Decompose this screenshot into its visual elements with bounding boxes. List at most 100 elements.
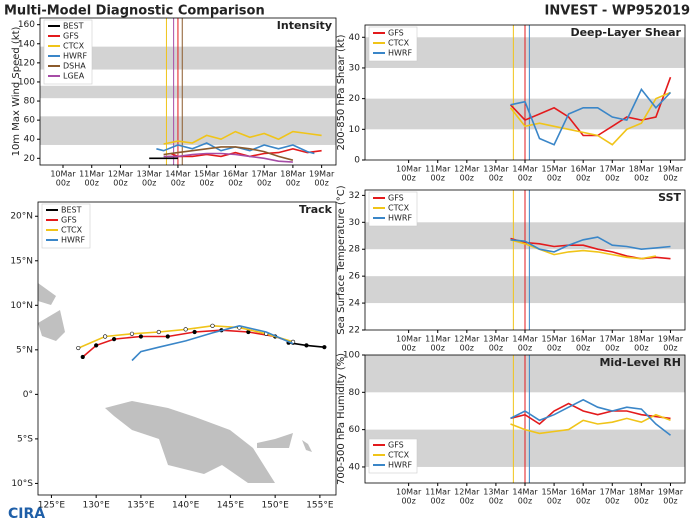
x-tick-label: 13Mar (483, 488, 509, 497)
y-tick-label: 15°N (10, 256, 33, 266)
track-point (94, 343, 99, 348)
x-tick-label: 150°E (261, 501, 289, 511)
legend-label: BEST (63, 22, 84, 31)
plot-frame (364, 354, 686, 484)
x-tick-label: 00z (314, 179, 328, 188)
x-tick-label: 17Mar (600, 165, 626, 174)
x-tick-label: 130°E (82, 501, 110, 511)
legend-label: GFS (388, 194, 404, 203)
x-tick-label: 12Mar (454, 488, 480, 497)
land (38, 283, 312, 483)
x-tick-label: 17Mar (600, 335, 626, 344)
band (40, 46, 336, 70)
panel-title: Mid-Level RH (599, 356, 681, 369)
x-tick-label: 14Mar (165, 170, 191, 179)
track-point (103, 334, 108, 339)
x-tick-label: 13Mar (483, 165, 509, 174)
x-tick-label: 00z (518, 497, 532, 506)
y-tick-label: 5°S (17, 434, 33, 444)
legend-label: GFS (388, 441, 404, 450)
y-tick-label: 160 (18, 20, 35, 30)
y-tick-label: 28 (349, 245, 361, 255)
x-tick-label: 00z (431, 174, 445, 183)
y-tick-label: 30 (349, 63, 361, 73)
y-tick-label: 100 (343, 351, 360, 361)
x-tick-label: 135°E (127, 501, 155, 511)
x-tick-label: 00z (460, 497, 474, 506)
x-tick-label: 00z (576, 497, 590, 506)
x-tick-label: 00z (56, 179, 70, 188)
x-tick-label: 00z (663, 174, 677, 183)
x-tick-label: 00z (634, 497, 648, 506)
legend-label: GFS (63, 32, 79, 41)
track-point (192, 329, 197, 335)
x-tick-label: 15Mar (194, 170, 220, 179)
x-tick-label: 00z (634, 344, 648, 353)
y-tick-label: 22 (349, 326, 360, 336)
y-tick-label: 40 (349, 462, 361, 472)
legend-label: CTCX (63, 42, 85, 51)
plot-frame (364, 24, 686, 161)
x-tick-label: 14Mar (512, 335, 538, 344)
series-line (510, 398, 671, 436)
x-tick-label: 10Mar (396, 488, 422, 497)
y-axis-label: 700-500 hPa Humidity (%) (336, 353, 347, 485)
x-tick-label: 00z (547, 174, 561, 183)
x-tick-label: 19Mar (658, 165, 684, 174)
x-tick-label: 10Mar (396, 165, 422, 174)
x-tick-label: 00z (489, 174, 503, 183)
track-point (322, 345, 327, 350)
y-tick-label: 32 (349, 191, 360, 201)
x-tick-label: 00z (663, 497, 677, 506)
track-point (138, 334, 144, 339)
x-tick-label: 00z (576, 344, 590, 353)
y-tick-label: 26 (349, 272, 361, 282)
x-tick-label: 00z (431, 497, 445, 506)
legend-label: HWRF (388, 49, 412, 58)
panel-title: SST (658, 191, 681, 204)
x-tick-label: 00z (634, 174, 648, 183)
x-tick-label: 17Mar (600, 488, 626, 497)
x-tick-label: 16Mar (223, 170, 249, 179)
x-tick-label: 00z (663, 344, 677, 353)
plot-frame (37, 201, 337, 496)
series-line (163, 130, 322, 145)
logo: CIRA (8, 506, 45, 522)
x-tick-label: 00z (113, 179, 127, 188)
x-tick-label: 17Mar (252, 170, 278, 179)
legend-box (43, 19, 93, 85)
x-tick-label: 00z (431, 344, 445, 353)
x-tick-label: 00z (489, 344, 503, 353)
legend-label: CTCX (61, 226, 83, 235)
x-tick-label: 19Mar (658, 488, 684, 497)
x-tick-label: 00z (605, 174, 619, 183)
x-tick-label: 00z (401, 497, 415, 506)
x-tick-label: 11Mar (425, 165, 451, 174)
x-tick-label: 19Mar (309, 170, 335, 179)
y-tick-label: 60 (24, 116, 36, 126)
y-tick-label: 20°N (10, 212, 33, 222)
y-tick-label: 10°S (11, 479, 33, 489)
legend-label: BEST (61, 206, 82, 215)
y-tick-label: 80 (24, 97, 36, 107)
track-point (304, 343, 309, 348)
x-tick-label: 18Mar (280, 170, 306, 179)
band (40, 116, 336, 145)
legend-label: HWRF (388, 214, 412, 223)
legend-label: CTCX (388, 204, 410, 213)
y-tick-label: 120 (18, 58, 35, 68)
x-tick-label: 00z (605, 497, 619, 506)
legend-label: CTCX (388, 39, 410, 48)
x-tick-label: 11Mar (79, 170, 105, 179)
track-point (80, 354, 85, 360)
track-line (131, 324, 294, 362)
y-axis-label: 10m Max Wind Speed (kt) (11, 26, 22, 156)
land-new-guinea (105, 401, 275, 483)
legend-label: DSHA (63, 62, 86, 71)
series-line (510, 236, 671, 253)
series-line (510, 87, 672, 146)
x-tick-label: 18Mar (629, 335, 655, 344)
track-point (210, 323, 215, 328)
plot-frame (364, 189, 686, 331)
x-tick-label: 13Mar (137, 170, 163, 179)
